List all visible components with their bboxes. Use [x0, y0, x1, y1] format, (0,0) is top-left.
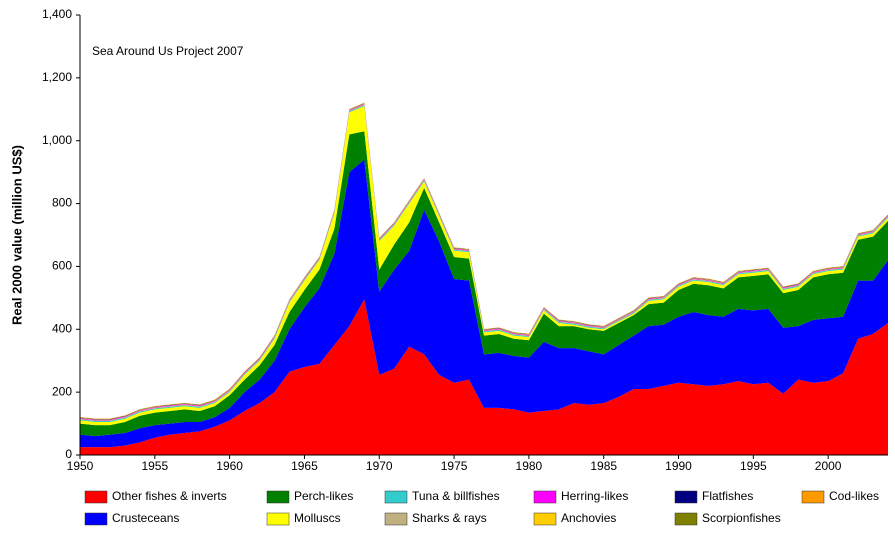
legend-swatch	[384, 490, 408, 504]
legend-label: Herring-likes	[561, 489, 628, 503]
y-tick-label: 600	[52, 259, 72, 273]
legend-label: Cod-likes	[829, 489, 879, 503]
y-tick-label: 400	[52, 321, 72, 335]
y-tick-label: 200	[52, 384, 72, 398]
x-tick-label: 1965	[291, 459, 318, 473]
y-tick-label: 1,000	[42, 133, 72, 147]
legend-label: Tuna & billfishes	[412, 489, 500, 503]
x-tick-label: 1975	[441, 459, 468, 473]
legend-swatch	[801, 490, 825, 504]
legend-label: Crusteceans	[112, 511, 179, 525]
legend-swatch	[674, 512, 698, 526]
legend-label: Flatfishes	[702, 489, 753, 503]
x-tick-label: 1990	[665, 459, 692, 473]
legend-swatch	[266, 490, 290, 504]
area	[80, 299, 888, 455]
y-tick-label: 1,400	[42, 7, 72, 21]
legend-label: Molluscs	[294, 511, 341, 525]
legend-swatch	[266, 512, 290, 526]
annotation: Sea Around Us Project 2007	[92, 44, 244, 58]
x-tick-label: 1995	[740, 459, 767, 473]
legend-swatch	[384, 512, 408, 526]
area	[80, 159, 888, 448]
y-tick-label: 0	[65, 447, 72, 461]
x-tick-label: 1955	[141, 459, 168, 473]
x-tick-label: 1970	[366, 459, 393, 473]
legend-swatch	[674, 490, 698, 504]
y-axis-label: Real 2000 value (million US$)	[9, 145, 24, 325]
legend-swatch	[533, 512, 557, 526]
legend-label: Perch-likes	[294, 489, 353, 503]
x-tick-label: 1960	[216, 459, 243, 473]
legend-label: Sharks & rays	[412, 511, 487, 525]
y-tick-label: 1,200	[42, 70, 72, 84]
legend-label: Scorpionfishes	[702, 511, 781, 525]
legend-label: Other fishes & inverts	[112, 489, 227, 503]
x-tick-label: 2000	[815, 459, 842, 473]
legend-swatch	[84, 512, 108, 526]
x-tick-label: 1985	[590, 459, 617, 473]
x-tick-label: 1980	[516, 459, 543, 473]
y-tick-label: 800	[52, 196, 72, 210]
legend-label: Anchovies	[561, 511, 616, 525]
legend-swatch	[533, 490, 557, 504]
legend-swatch	[84, 490, 108, 504]
x-tick-label: 1950	[67, 459, 94, 473]
